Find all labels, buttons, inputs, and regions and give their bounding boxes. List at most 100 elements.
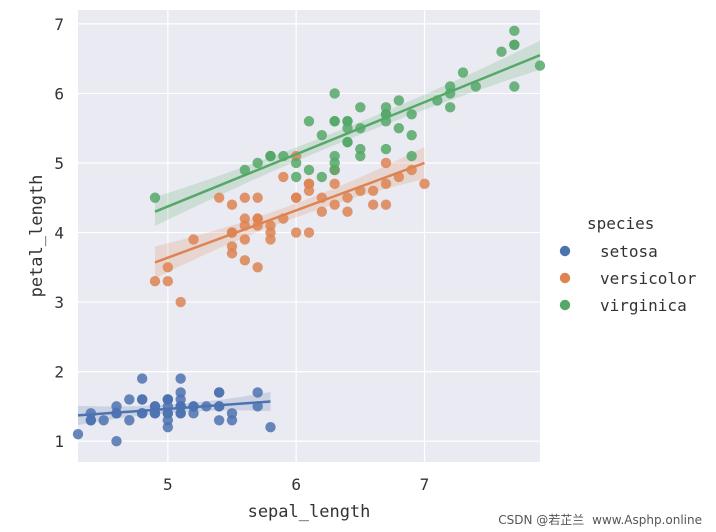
point-virginica-46 <box>329 157 340 169</box>
point-setosa-24 <box>136 373 148 384</box>
point-virginica-7 <box>457 67 469 78</box>
point-virginica-20 <box>406 109 417 120</box>
point-setosa-36 <box>226 415 238 426</box>
point-virginica-42 <box>265 150 276 162</box>
point-versicolor-10 <box>162 262 174 273</box>
point-versicolor-47 <box>316 206 328 217</box>
point-virginica-21 <box>239 164 251 176</box>
point-setosa-42 <box>85 415 97 426</box>
point-versicolor-41 <box>303 185 315 196</box>
point-virginica-38 <box>290 171 302 183</box>
watermark: CSDN @若芷兰 www.Asphp.online <box>494 511 702 528</box>
point-versicolor-31 <box>226 248 238 259</box>
x-axis-ticks: 5 6 7 <box>163 475 429 494</box>
point-versicolor-15 <box>380 199 392 210</box>
point-virginica-27 <box>303 164 315 176</box>
y-tick-label: 4 <box>54 224 64 243</box>
point-setosa-43 <box>162 394 174 405</box>
point-virginica-35 <box>509 81 520 92</box>
point-versicolor-5 <box>252 192 263 203</box>
legend-marker-virginica <box>559 299 571 311</box>
point-virginica-29 <box>444 102 456 113</box>
point-versicolor-27 <box>380 157 392 169</box>
point-setosa-49 <box>162 408 174 419</box>
y-tick-label: 5 <box>54 154 64 173</box>
x-tick-label: 7 <box>420 475 430 494</box>
point-virginica-48 <box>316 129 328 141</box>
point-virginica-18 <box>509 25 520 37</box>
y-axis-ticks: 1 2 3 4 5 6 7 <box>54 15 64 451</box>
y-axis-label: petal_length <box>27 175 47 298</box>
legend-marker-versicolor <box>559 272 571 284</box>
point-virginica-0 <box>329 88 340 99</box>
point-versicolor-24 <box>342 206 353 217</box>
point-versicolor-37 <box>329 199 340 210</box>
point-virginica-39 <box>406 129 417 141</box>
point-setosa-46 <box>175 394 186 405</box>
point-versicolor-9 <box>188 234 199 245</box>
point-versicolor-21 <box>303 227 315 238</box>
point-versicolor-36 <box>380 178 392 190</box>
point-virginica-43 <box>393 95 405 106</box>
point-setosa-16 <box>213 415 225 426</box>
point-virginica-34 <box>303 116 315 127</box>
point-versicolor-42 <box>265 227 276 238</box>
point-versicolor-25 <box>367 199 379 210</box>
watermark-source: CSDN @若芷兰 <box>498 513 585 527</box>
point-virginica-36 <box>329 116 340 127</box>
point-setosa-20 <box>213 387 225 398</box>
point-virginica-13 <box>252 157 263 169</box>
regression-lines <box>77 54 541 417</box>
point-versicolor-14 <box>239 255 251 266</box>
y-tick-label: 1 <box>54 432 64 451</box>
point-versicolor-20 <box>278 171 289 183</box>
point-versicolor-19 <box>239 234 251 245</box>
point-virginica-19 <box>290 157 302 169</box>
point-setosa-41 <box>98 415 109 426</box>
point-setosa-29 <box>124 394 135 405</box>
x-tick-label: 6 <box>291 475 301 494</box>
point-virginica-30 <box>470 81 482 92</box>
point-versicolor-48 <box>175 296 186 308</box>
point-setosa-18 <box>252 387 263 398</box>
x-axis-label: sepal_length <box>248 502 371 522</box>
point-virginica-47 <box>355 143 366 155</box>
point-versicolor-0 <box>419 178 430 190</box>
point-setosa-30 <box>136 394 148 405</box>
point-virginica-6 <box>149 192 161 203</box>
point-virginica-31 <box>534 60 546 71</box>
point-versicolor-29 <box>252 262 263 273</box>
y-tick-label: 7 <box>54 15 64 34</box>
point-versicolor-44 <box>239 213 251 224</box>
legend-label-virginica: virginica <box>600 296 687 315</box>
legend-title: species <box>587 214 654 233</box>
data-points <box>72 25 546 447</box>
legend: species setosa versicolor virginica <box>559 214 697 315</box>
legend-marker-setosa <box>559 245 571 257</box>
y-tick-label: 3 <box>54 293 64 312</box>
point-versicolor-40 <box>226 199 238 210</box>
y-tick-label: 2 <box>54 363 64 382</box>
legend-label-versicolor: versicolor <box>600 269 697 288</box>
point-virginica-5 <box>496 46 507 57</box>
point-virginica-37 <box>342 123 353 134</box>
regression-line-versicolor <box>154 161 425 264</box>
point-virginica-26 <box>316 171 328 183</box>
point-setosa-2 <box>124 415 135 426</box>
regression-line-virginica <box>154 54 541 213</box>
point-virginica-45 <box>380 143 392 155</box>
point-virginica-15 <box>342 136 353 148</box>
point-versicolor-8 <box>367 185 379 196</box>
point-versicolor-34 <box>213 192 225 203</box>
regression-line-setosa <box>77 400 271 417</box>
point-versicolor-7 <box>149 276 161 287</box>
point-setosa-13 <box>72 428 84 440</box>
point-versicolor-12 <box>290 227 302 238</box>
point-versicolor-6 <box>329 178 340 190</box>
point-virginica-12 <box>393 123 405 134</box>
point-setosa-22 <box>111 435 122 447</box>
point-virginica-4 <box>355 102 366 113</box>
point-versicolor-16 <box>239 192 251 203</box>
point-versicolor-43 <box>162 276 174 287</box>
